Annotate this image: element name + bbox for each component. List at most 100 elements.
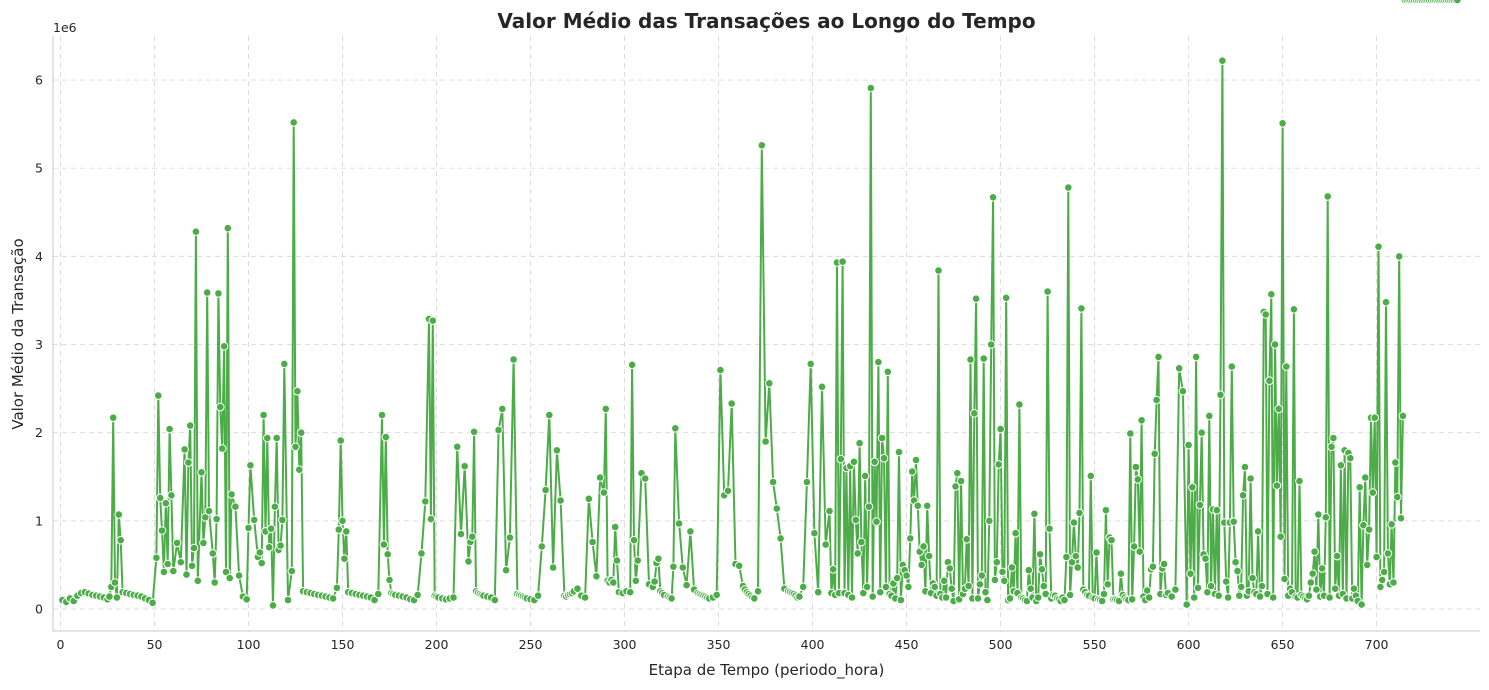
data-point bbox=[208, 549, 218, 558]
data-point bbox=[1195, 500, 1205, 510]
data-point bbox=[548, 563, 558, 572]
data-point bbox=[1103, 580, 1112, 589]
data-point bbox=[1398, 411, 1408, 421]
data-point bbox=[669, 562, 678, 572]
data-point bbox=[1015, 400, 1024, 409]
data-point bbox=[1000, 576, 1009, 586]
data-point bbox=[879, 453, 889, 463]
data-point bbox=[1001, 293, 1011, 303]
data-point bbox=[338, 516, 347, 526]
data-point bbox=[986, 340, 996, 349]
data-point bbox=[640, 474, 650, 483]
data-point bbox=[768, 477, 778, 487]
data-point bbox=[599, 488, 609, 497]
data-point bbox=[184, 458, 193, 467]
data-point bbox=[892, 573, 902, 583]
data-point bbox=[1314, 510, 1323, 519]
data-point bbox=[1150, 449, 1159, 459]
data-point bbox=[426, 514, 436, 524]
data-point bbox=[1268, 593, 1278, 602]
x-tick-label: 250 bbox=[519, 637, 543, 652]
data-point bbox=[971, 294, 981, 304]
y-tick-label: 6 bbox=[35, 73, 43, 88]
data-point bbox=[610, 522, 620, 532]
data-point bbox=[161, 498, 171, 508]
data-point bbox=[1212, 505, 1222, 515]
x-tick-label: 150 bbox=[331, 637, 355, 652]
data-point bbox=[293, 386, 302, 396]
data-point bbox=[246, 461, 255, 470]
data-point bbox=[1387, 520, 1396, 529]
data-point bbox=[864, 502, 874, 512]
data-point bbox=[283, 595, 293, 605]
data-point bbox=[1362, 560, 1372, 570]
data-point bbox=[973, 594, 983, 603]
data-point bbox=[859, 588, 868, 598]
data-point bbox=[533, 591, 543, 601]
x-tick-label: 100 bbox=[237, 637, 261, 652]
data-point bbox=[795, 592, 804, 601]
data-point bbox=[964, 581, 973, 591]
data-point bbox=[1131, 462, 1141, 472]
data-point bbox=[421, 497, 430, 506]
data-point bbox=[633, 556, 643, 565]
data-point bbox=[1065, 590, 1075, 600]
data-point bbox=[257, 558, 267, 568]
data-point bbox=[1235, 591, 1244, 601]
data-point bbox=[825, 506, 834, 516]
data-point bbox=[1310, 547, 1319, 557]
data-point bbox=[1332, 551, 1342, 561]
data-point bbox=[629, 535, 639, 545]
data-point bbox=[264, 543, 274, 552]
data-point bbox=[866, 83, 876, 93]
data-point bbox=[498, 404, 507, 414]
data-point bbox=[452, 442, 462, 452]
data-point bbox=[263, 433, 272, 443]
data-point bbox=[1229, 517, 1238, 527]
data-point bbox=[1062, 552, 1071, 562]
data-point bbox=[509, 355, 518, 364]
data-point bbox=[231, 502, 240, 512]
data-point bbox=[813, 587, 823, 597]
data-point bbox=[1393, 492, 1402, 502]
data-point bbox=[609, 578, 618, 587]
data-point bbox=[165, 424, 174, 434]
data-point bbox=[1394, 252, 1404, 261]
data-point bbox=[1101, 505, 1111, 515]
data-point bbox=[1238, 491, 1248, 500]
data-point bbox=[930, 582, 940, 592]
data-point bbox=[975, 580, 985, 589]
data-point bbox=[857, 537, 866, 547]
data-point bbox=[1205, 411, 1214, 421]
data-point bbox=[1171, 585, 1180, 594]
data-point bbox=[601, 404, 611, 414]
data-point bbox=[874, 357, 883, 367]
data-point bbox=[1193, 583, 1203, 593]
data-point bbox=[1276, 532, 1285, 542]
data-point bbox=[185, 421, 195, 430]
data-point bbox=[992, 557, 1002, 567]
data-point bbox=[671, 424, 680, 433]
data-point bbox=[1372, 552, 1381, 562]
data-point bbox=[631, 576, 641, 586]
data-point bbox=[413, 590, 423, 600]
data-point bbox=[214, 289, 223, 298]
data-point bbox=[1265, 376, 1274, 386]
data-point bbox=[1024, 565, 1034, 575]
data-point bbox=[1071, 551, 1081, 561]
data-point bbox=[1037, 565, 1047, 574]
data-point bbox=[428, 316, 438, 326]
data-point bbox=[1255, 592, 1265, 601]
data-point bbox=[342, 527, 351, 536]
data-point bbox=[1349, 584, 1359, 594]
data-point bbox=[1289, 305, 1299, 314]
data-point bbox=[1030, 509, 1039, 519]
data-point bbox=[1035, 550, 1045, 559]
data-point bbox=[1257, 581, 1267, 591]
data-point bbox=[1148, 562, 1158, 572]
data-point bbox=[667, 594, 676, 603]
data-point bbox=[1261, 310, 1270, 319]
data-point bbox=[1126, 429, 1135, 438]
x-axis-label: Etapa de Tempo (periodo_hora) bbox=[649, 661, 885, 680]
